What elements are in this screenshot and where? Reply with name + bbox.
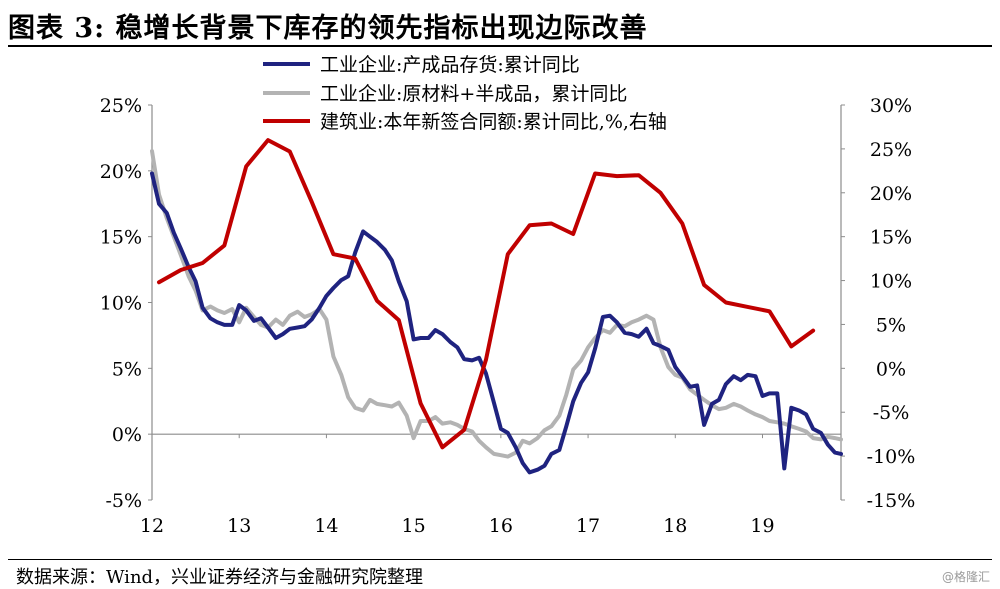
x-tick-label: 16 — [489, 515, 513, 537]
chart-series — [150, 138, 843, 475]
right-tick-label: -10% — [867, 446, 916, 468]
right-tick-label: 5% — [876, 314, 906, 336]
watermark: @格隆汇 — [941, 570, 990, 584]
right-tick-label: 15% — [870, 227, 912, 249]
series-line-2 — [157, 138, 816, 450]
x-tick-label: 15 — [402, 515, 426, 537]
left-tick-label: 10% — [100, 293, 142, 315]
left-tick-label: 0% — [112, 424, 142, 446]
left-tick-label: 15% — [100, 227, 142, 249]
legend-label: 工业企业:原材料+半成品，累计同比 — [320, 83, 627, 105]
legend-label: 工业企业:产成品存货:累计同比 — [320, 54, 580, 76]
left-tick-label: 20% — [100, 161, 142, 183]
right-tick-label: -15% — [867, 490, 916, 512]
chart-axes: -5% 0% 5% 10% 15% 20% 25% -15% -10% -5% 0% 5% 10% 15%… — [100, 95, 916, 537]
right-tick-label: 0% — [876, 358, 906, 380]
right-tick-label: -5% — [873, 402, 910, 424]
chart-title: 图表 3: 稳增长背景下库存的领先指标出现边际改善 — [8, 13, 648, 44]
chart-legend: 工业企业:产成品存货:累计同比工业企业:原材料+半成品，累计同比建筑业:本年新签… — [263, 54, 667, 133]
title-divider — [8, 45, 992, 47]
x-tick-label: 18 — [663, 515, 687, 537]
x-tick-label: 12 — [140, 515, 164, 537]
right-tick-label: 30% — [870, 95, 912, 117]
right-tick-label: 25% — [870, 139, 912, 161]
data-source: 数据来源：Wind，兴业证券经济与金融研究院整理 — [16, 567, 424, 588]
footer-divider — [8, 559, 992, 560]
x-tick-label: 13 — [227, 515, 251, 537]
right-tick-label: 10% — [870, 271, 912, 293]
x-tick-label: 14 — [314, 515, 338, 537]
right-tick-label: 20% — [870, 183, 912, 205]
x-tick-label: 17 — [576, 515, 600, 537]
left-tick-label: -5% — [105, 490, 142, 512]
x-tick-label: 19 — [750, 515, 774, 537]
series-line-0 — [150, 171, 843, 475]
left-tick-label: 25% — [100, 95, 142, 117]
left-tick-label: 5% — [112, 358, 142, 380]
legend-label: 建筑业:本年新签合同额:累计同比,%,右轴 — [320, 111, 667, 133]
